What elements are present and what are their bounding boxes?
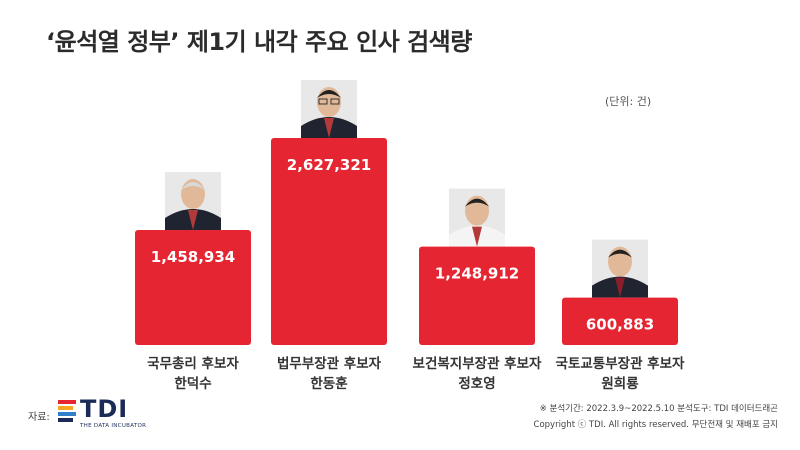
chart-title: ‘윤석열 정부’ 제1기 내각 주요 인사 검색량 — [46, 28, 472, 56]
source-label: 자료: — [28, 412, 50, 423]
unit-label: (단위: 건) — [605, 95, 652, 108]
category-name-label: 한덕수 — [174, 375, 211, 392]
analysis-footnote: ※ 분석기간: 2022.3.9~2022.5.10 분석도구: TDI 데이터… — [539, 404, 778, 414]
candidate-photo — [301, 80, 357, 138]
photo-hair — [317, 90, 341, 98]
photo-hair — [465, 198, 489, 207]
bar — [271, 138, 387, 345]
logo-wordmark: TDI — [80, 395, 129, 423]
bar-value-label: 1,248,912 — [435, 265, 519, 283]
logo-stripe — [58, 418, 73, 422]
bar-value-label: 600,883 — [586, 316, 654, 334]
category-name-label: 정호영 — [458, 375, 495, 392]
logo-stripes-icon — [58, 400, 76, 424]
photo-tie — [324, 118, 334, 138]
photo-tie — [188, 210, 198, 231]
tdi-logo: TDI THE DATA INCUBATOR — [58, 395, 148, 434]
logo-stripe — [58, 406, 73, 410]
photo-hair — [181, 182, 205, 191]
photo-glasses-right — [330, 98, 340, 105]
candidate-photo — [592, 239, 648, 298]
bar — [562, 297, 678, 345]
photo-tie — [472, 226, 482, 247]
category-position-label: 국토교통부장관 후보자 — [556, 355, 685, 372]
photo-hair — [608, 249, 632, 258]
category-name-label: 한동훈 — [310, 375, 347, 392]
logo-subtext: THE DATA INCUBATOR — [80, 423, 147, 429]
candidate-photo — [165, 172, 221, 231]
copyright-footnote: Copyright ⓒ TDI. All rights reserved. 무단… — [533, 420, 778, 430]
bar — [135, 230, 251, 345]
category-position-label: 보건복지부장관 후보자 — [413, 355, 542, 372]
category-position-label: 국무총리 후보자 — [147, 356, 239, 372]
logo-stripe — [58, 400, 76, 404]
bar — [419, 246, 535, 345]
category-position-label: 법무부장관 후보자 — [277, 355, 382, 372]
bar-value-label: 2,627,321 — [287, 156, 371, 174]
photo-glasses-left — [318, 98, 328, 105]
bar-value-label: 1,458,934 — [151, 248, 235, 266]
category-name-label: 원희룡 — [601, 376, 639, 392]
photo-tie — [615, 277, 625, 298]
candidate-photo — [449, 188, 505, 247]
logo-stripe — [58, 412, 76, 416]
